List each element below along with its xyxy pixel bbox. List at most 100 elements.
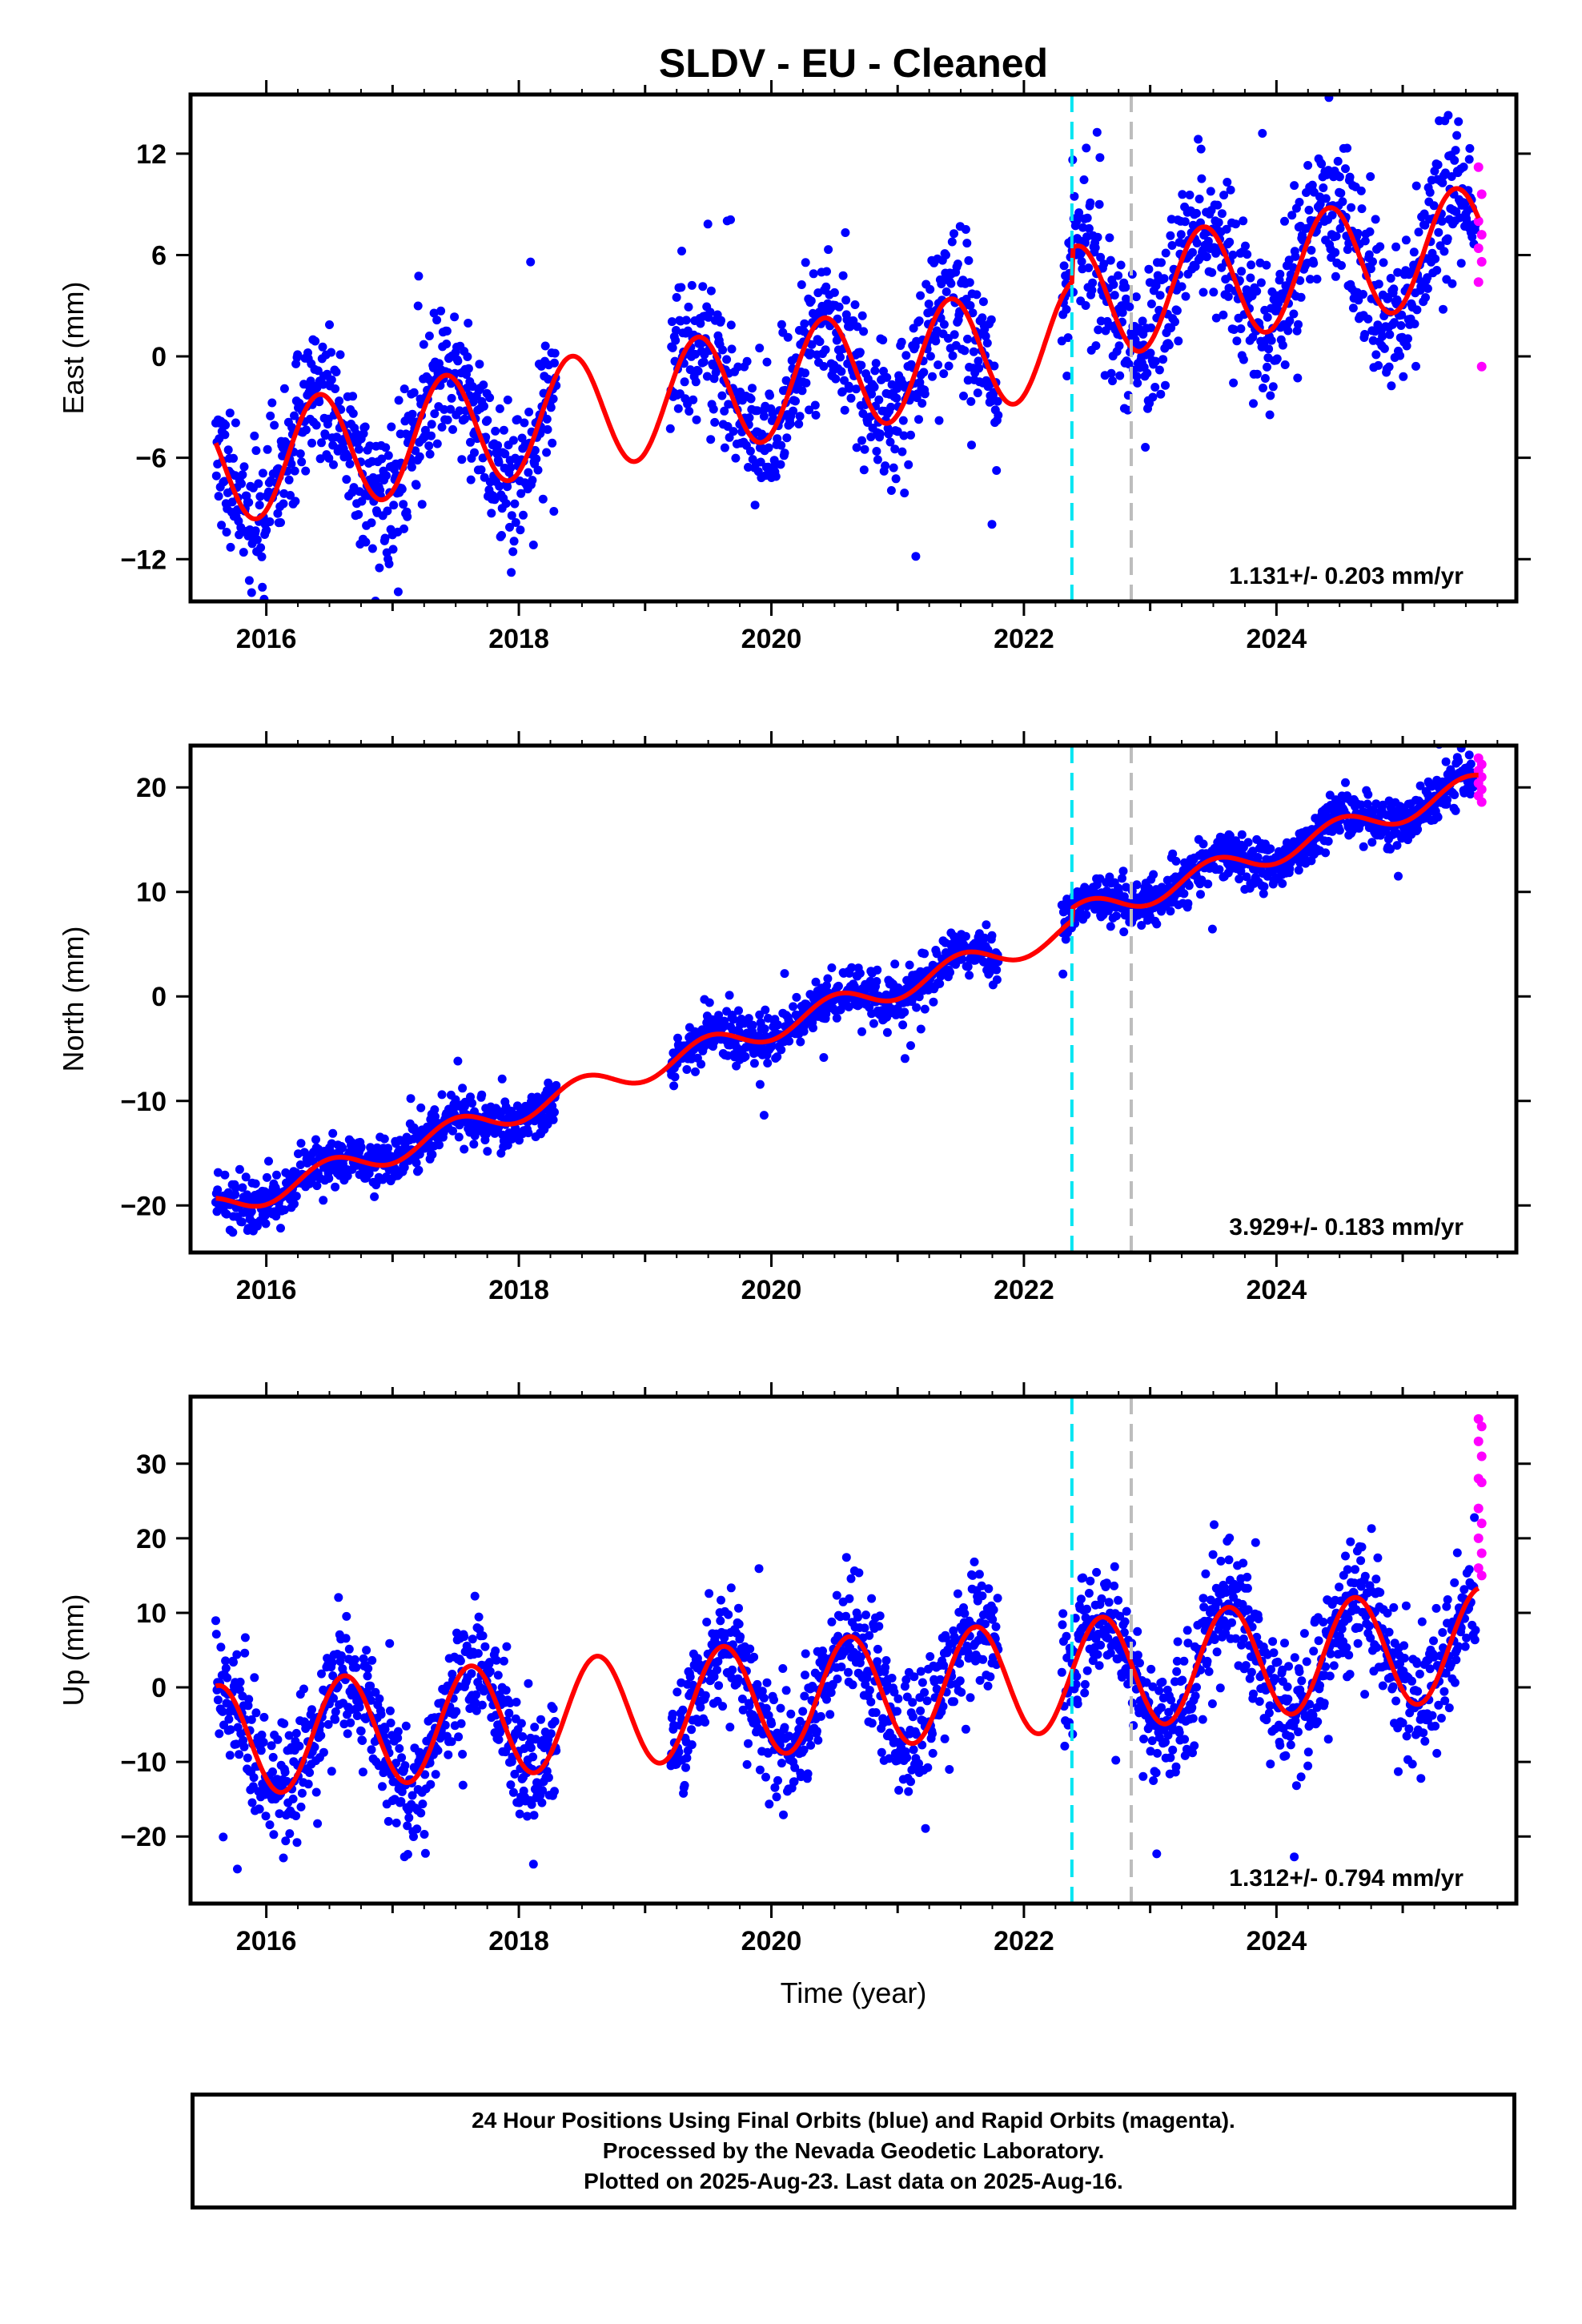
- data-point: [544, 1773, 553, 1783]
- data-point: [284, 475, 294, 485]
- data-point: [897, 337, 906, 347]
- data-point: [507, 568, 516, 577]
- data-point: [986, 315, 996, 324]
- data-point: [1058, 969, 1068, 979]
- data-point: [711, 1638, 721, 1648]
- data-point: [1081, 301, 1090, 310]
- data-point: [754, 1564, 764, 1574]
- data-point: [315, 397, 324, 407]
- data-point: [962, 295, 971, 304]
- data-point: [342, 1611, 351, 1621]
- data-point: [239, 462, 249, 472]
- data-point: [411, 446, 420, 456]
- data-point: [327, 375, 336, 384]
- data-point: [433, 1746, 443, 1755]
- data-point: [744, 1739, 753, 1748]
- data-point: [506, 1780, 516, 1790]
- data-point: [385, 1638, 395, 1648]
- data-point: [420, 1848, 430, 1858]
- data-point: [292, 1838, 302, 1848]
- data-point: [717, 391, 727, 400]
- data-point: [524, 1679, 533, 1688]
- data-point: [890, 444, 900, 454]
- data-point: [505, 522, 514, 532]
- data-point: [901, 351, 911, 360]
- data-point: [920, 389, 930, 399]
- data-point: [232, 1650, 242, 1659]
- data-point: [1166, 907, 1175, 916]
- data-point: [724, 1610, 733, 1619]
- data-point: [430, 1105, 440, 1115]
- data-point: [1149, 870, 1158, 879]
- data-point: [336, 1651, 346, 1660]
- data-point: [1185, 191, 1195, 199]
- data-point: [992, 975, 1002, 984]
- data-point: [687, 1740, 697, 1750]
- data-point: [1246, 273, 1255, 283]
- data-point: [727, 344, 737, 354]
- data-point: [1291, 251, 1300, 261]
- data-point: [507, 511, 516, 521]
- data-point: [1335, 223, 1345, 233]
- data-point: [518, 1732, 528, 1741]
- data-point: [1434, 227, 1443, 237]
- data-point: [341, 1634, 351, 1643]
- data-point: [350, 1655, 359, 1664]
- data-point: [261, 1219, 271, 1228]
- data-point: [706, 435, 716, 444]
- data-point: [886, 486, 896, 495]
- data-point: [532, 454, 541, 464]
- data-point: [806, 296, 816, 306]
- data-point: [311, 1787, 321, 1797]
- data-point: [764, 443, 773, 452]
- data-point: [759, 1111, 769, 1120]
- data-point: [681, 1763, 690, 1772]
- data-point: [391, 1759, 400, 1768]
- data-point: [790, 1763, 800, 1772]
- data-point: [1161, 380, 1170, 390]
- data-point: [819, 362, 829, 371]
- data-point: [538, 494, 548, 504]
- data-point: [226, 542, 235, 552]
- data-point: [491, 1647, 500, 1655]
- data-point: [1394, 871, 1403, 881]
- data-point: [1223, 292, 1233, 301]
- data-point: [1286, 270, 1295, 279]
- data-point: [867, 389, 877, 399]
- data-point: [508, 1787, 518, 1797]
- data-point: [713, 1657, 723, 1667]
- data-point: [1335, 826, 1344, 835]
- data-point: [267, 398, 277, 408]
- data-point: [262, 1172, 271, 1182]
- data-point: [833, 1675, 842, 1683]
- data-point: [458, 1780, 468, 1790]
- data-point: [491, 426, 500, 436]
- data-point: [811, 410, 821, 420]
- data-point: [718, 345, 728, 355]
- data-point: [1296, 292, 1306, 302]
- data-point: [841, 228, 850, 237]
- data-point: [1167, 241, 1177, 250]
- data-point: [773, 1020, 782, 1030]
- data-point: [768, 409, 777, 419]
- data-point: [964, 255, 974, 265]
- data-point: [1219, 191, 1229, 200]
- data-point: [974, 364, 984, 373]
- data-point: [705, 998, 714, 1007]
- data-point: [900, 1007, 909, 1017]
- data-point: [226, 1725, 235, 1735]
- data-point: [435, 1140, 444, 1150]
- data-point: [771, 472, 781, 481]
- data-point: [1099, 259, 1109, 269]
- data-point: [393, 1727, 403, 1736]
- data-point: [815, 337, 825, 347]
- data-point: [1115, 371, 1125, 380]
- data-point: [891, 474, 901, 484]
- data-point: [343, 1729, 352, 1739]
- data-point: [259, 1712, 269, 1722]
- data-point: [682, 1753, 692, 1763]
- data-point: [777, 320, 786, 329]
- data-point: [1168, 849, 1178, 858]
- data-point: [1095, 153, 1105, 163]
- data-point: [363, 1671, 372, 1681]
